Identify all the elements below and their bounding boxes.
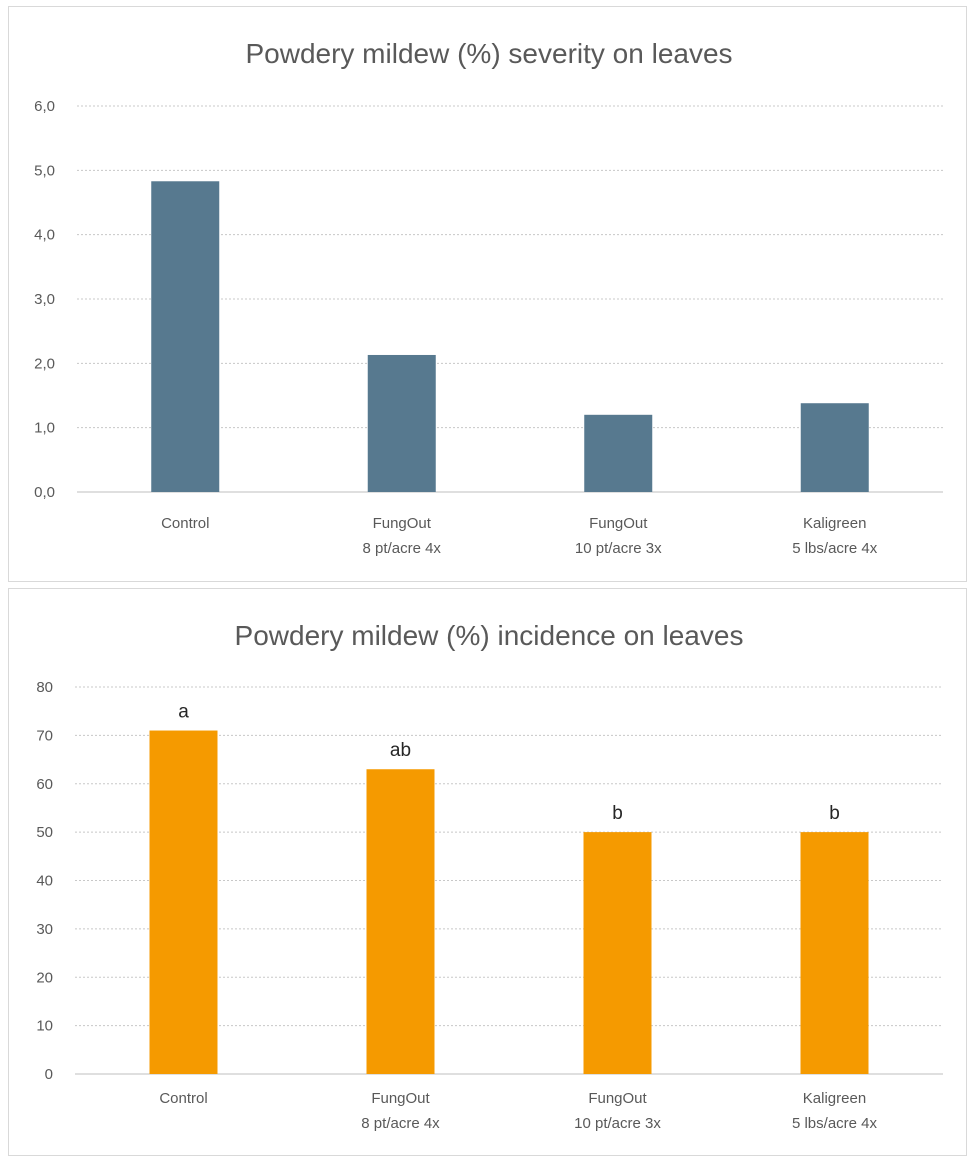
x-category-label: FungOut 10 pt/acre 3x	[575, 515, 662, 557]
bar	[151, 181, 220, 492]
incidence-chart-panel: Powdery mildew (%) incidence on leaves 0…	[8, 588, 967, 1156]
y-tick-label: 2,0	[34, 355, 55, 372]
chart-title: Powdery mildew (%) incidence on leaves	[235, 620, 744, 651]
y-tick-label: 4,0	[34, 227, 55, 244]
severity-chart-panel: Powdery mildew (%) severity on leaves 0,…	[8, 6, 967, 582]
y-tick-label: 0,0	[34, 484, 55, 501]
chart-title: Powdery mildew (%) severity on leaves	[245, 38, 732, 69]
y-tick-label: 60	[36, 776, 53, 793]
y-tick-label: 70	[36, 727, 53, 744]
y-tick-label: 0	[45, 1066, 53, 1083]
x-category-label: FungOut 10 pt/acre 3x	[574, 1090, 661, 1132]
data-label: ab	[390, 740, 411, 761]
x-category-label: FungOut 8 pt/acre 4x	[361, 1090, 440, 1132]
x-category-label: Control	[161, 515, 209, 532]
bar	[149, 730, 218, 1074]
y-tick-label: 40	[36, 873, 53, 890]
severity-chart: Powdery mildew (%) severity on leaves 0,…	[34, 38, 943, 557]
bar	[367, 354, 436, 492]
x-category-label: Kaligreen 5 lbs/acre 4x	[792, 1090, 878, 1132]
data-label: b	[612, 803, 623, 824]
y-tick-label: 6,0	[34, 98, 55, 115]
data-label: b	[829, 803, 840, 824]
bar	[584, 414, 653, 492]
bar	[800, 403, 869, 492]
data-label: a	[178, 702, 189, 723]
x-category-label: Control	[159, 1090, 207, 1107]
y-tick-label: 1,0	[34, 420, 55, 437]
y-tick-label: 20	[36, 969, 53, 986]
incidence-chart: Powdery mildew (%) incidence on leaves 0…	[36, 620, 943, 1132]
y-tick-label: 80	[36, 679, 53, 696]
y-tick-label: 5,0	[34, 162, 55, 179]
bar	[800, 832, 869, 1074]
bar	[366, 769, 435, 1074]
y-tick-label: 50	[36, 824, 53, 841]
x-category-label: FungOut 8 pt/acre 4x	[363, 515, 442, 557]
y-tick-label: 3,0	[34, 291, 55, 308]
y-tick-label: 10	[36, 1018, 53, 1035]
y-tick-label: 30	[36, 921, 53, 938]
bar	[583, 832, 652, 1074]
x-category-label: Kaligreen 5 lbs/acre 4x	[792, 515, 878, 557]
